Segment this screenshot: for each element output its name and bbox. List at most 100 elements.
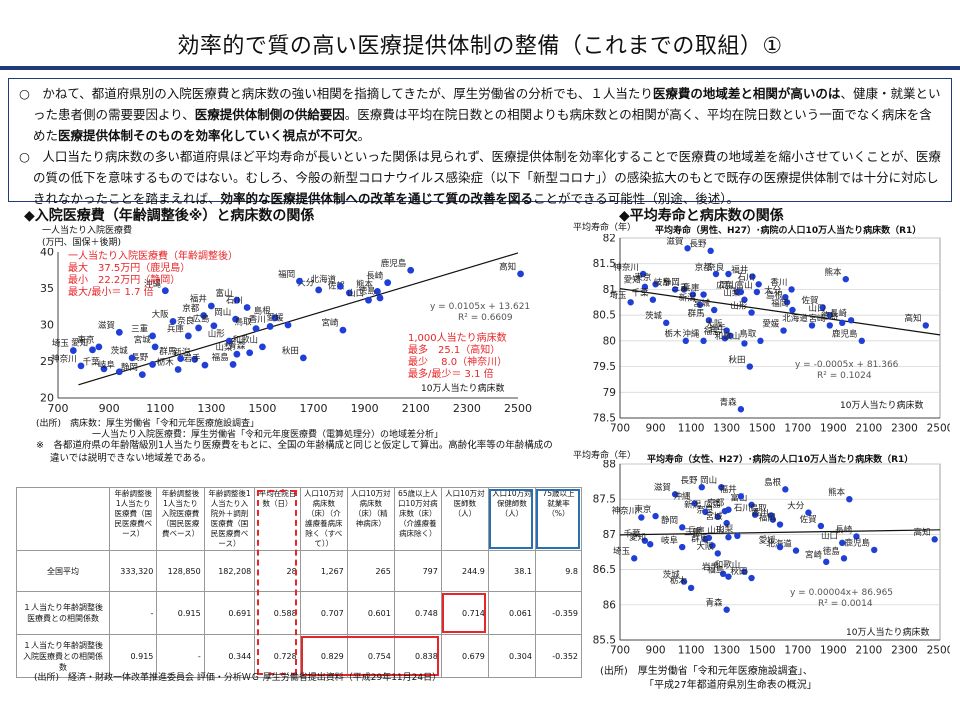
data-point: [723, 606, 730, 613]
point-label: 高知: [905, 313, 922, 324]
data-point: [711, 306, 718, 314]
point-label: 神奈川: [51, 353, 77, 364]
point-label: 新潟: [684, 500, 702, 511]
highlight-nurse-box: [489, 488, 534, 549]
table-cell: 1,267: [299, 550, 348, 592]
intro-text: ○ 人口当たり病床数の多い都道府県ほど平均寿命が長いといった関係は見られず、医療…: [19, 149, 941, 206]
data-point: [749, 273, 756, 280]
cost-legend: 一人当たり入院医療費（年齢調整後） 最大 37.5万円（鹿児島） 最小 22.2…: [68, 251, 238, 299]
data-point: [259, 343, 266, 351]
data-point: [817, 522, 825, 530]
point-label: 大分: [297, 278, 315, 289]
data-point: [682, 337, 689, 345]
data-point: [336, 282, 344, 290]
table-header-cell: 65歳以上人口10万対病床数（床）（介護療養病床除く）: [393, 487, 442, 551]
data-point: [100, 365, 108, 373]
point-label: 山口: [821, 531, 838, 542]
point-label: 埼玉: [609, 290, 627, 301]
table-cell: 28: [254, 550, 301, 592]
y-tick-label: 87.5: [593, 494, 616, 506]
data-point: [725, 534, 732, 541]
table-cell: 38.1: [487, 550, 536, 592]
data-point: [671, 491, 679, 498]
data-point: [365, 296, 372, 304]
point-label: 岐阜: [661, 535, 679, 546]
table-cell: 0.304: [487, 634, 536, 678]
data-point: [210, 322, 218, 330]
point-label: 福井: [731, 264, 748, 275]
data-point: [680, 286, 688, 293]
intro-emphasis: 医療提供体制側の供給要因: [194, 107, 345, 122]
x-tick-label: 700: [610, 423, 630, 435]
right-source-2: 「平成27年都道府県別生命表の概況」: [644, 680, 817, 691]
point-label: 大分: [787, 500, 805, 511]
table-row: 全国平均 333,320 128,850 182,208 28 1,267 265 797 24…: [15, 550, 583, 592]
point-label: 鳥取: [750, 503, 768, 514]
data-point: [780, 327, 787, 334]
x-tick-label: 1700: [784, 423, 811, 435]
point-label: 静岡: [663, 277, 680, 288]
point-label: 福島: [704, 326, 722, 337]
table-header-cell: 年齢調整後1人当たり入院医療費（国民医療費ベース）: [156, 487, 205, 551]
left-ylabel-2: (万円、国保＋後期): [42, 238, 122, 248]
x-tick-label: 1100: [678, 423, 705, 435]
point-label: 千葉: [632, 288, 650, 299]
data-point: [748, 309, 755, 316]
point-label: 京都: [695, 262, 713, 273]
data-point: [638, 514, 645, 521]
data-point: [663, 319, 670, 327]
data-point: [243, 304, 251, 311]
beds-legend-title: 1,000人当たり病床数: [408, 333, 507, 344]
data-point: [725, 270, 732, 278]
point-label: 徳島: [821, 311, 839, 322]
data-point: [128, 354, 136, 362]
data-point: [700, 291, 707, 298]
data-point: [207, 302, 215, 310]
female-ylabel: 平均寿命（年）: [573, 451, 637, 461]
cost-legend-min: 最小 22.2万円（静岡）: [68, 275, 181, 286]
point-label: 長野: [689, 240, 707, 250]
y-tick-label: 86: [603, 599, 617, 611]
y-tick-label: 80.5: [593, 310, 616, 322]
point-label: 神奈川: [612, 505, 638, 516]
intro-emphasis: 医療費の地域差と相関が高いのは: [652, 86, 841, 101]
data-point: [842, 275, 849, 283]
data-point: [345, 289, 353, 297]
point-label: 北海道: [782, 313, 808, 324]
cost-beds-scatter: 20 25 30 35 40 700 900 1100 1300 1500 1700 1900 2100…: [40, 248, 532, 415]
intro-emphasis: 医療提供体制そのものを効率化していく視点が不可欠: [58, 128, 358, 143]
point-label: 長野: [131, 353, 149, 363]
data-point: [652, 281, 659, 288]
table-header-cell: 年齢調整後1人当たり入院外＋調剤医療費（国民医療費ベース）: [203, 487, 256, 551]
data-point: [174, 366, 182, 373]
data-point: [702, 508, 709, 516]
x-tick-label: 2300: [453, 402, 481, 415]
beds-legend-max: 最多 25.1（高知）: [408, 345, 501, 356]
data-point: [689, 291, 697, 298]
data-point: [723, 519, 730, 527]
data-point: [714, 550, 721, 557]
data-point: [702, 536, 709, 543]
point-label: 栃木: [157, 357, 175, 368]
cost-xlabel: 10万人当たり病床数: [421, 384, 505, 394]
point-label: 大阪: [152, 309, 170, 320]
point-label: 山口: [809, 303, 826, 314]
beds-legend-min: 最少 8.0（神奈川）: [408, 357, 508, 368]
point-label: 山梨: [716, 524, 734, 535]
point-label: 福井: [720, 484, 737, 495]
point-label: 茨城: [645, 311, 663, 322]
point-label: 滋賀: [654, 482, 672, 493]
data-point: [679, 524, 686, 531]
data-point: [184, 332, 192, 340]
y-tick-label: 25: [40, 355, 54, 368]
point-label: 香川: [770, 277, 787, 288]
point-label: 宮崎: [809, 313, 827, 324]
table-cell: 0.588: [254, 591, 301, 635]
data-point: [627, 299, 634, 306]
point-label: 群馬: [688, 308, 705, 319]
point-label: 佐賀: [328, 280, 346, 291]
point-label: 福岡: [771, 298, 788, 309]
point-label: 大阪: [705, 318, 723, 329]
data-point: [639, 270, 647, 278]
data-point: [229, 361, 237, 368]
